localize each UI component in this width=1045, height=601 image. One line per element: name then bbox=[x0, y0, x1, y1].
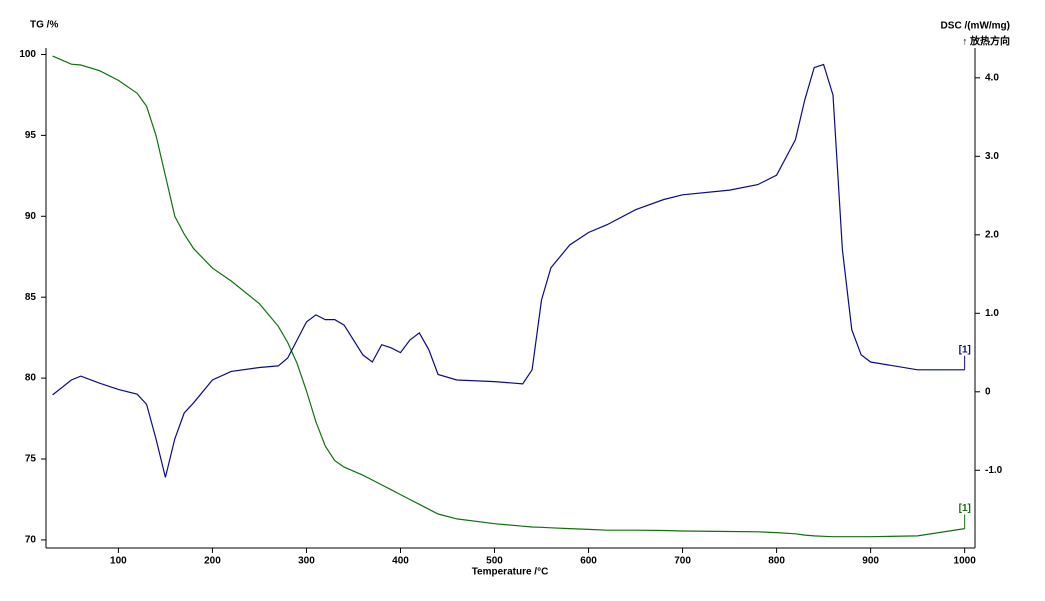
y-axis-title: TG /% bbox=[30, 20, 58, 31]
x-axis-title: Temperature /°C bbox=[472, 567, 549, 578]
x-tick-label: 200 bbox=[204, 556, 221, 567]
x-tick-label: 400 bbox=[392, 556, 409, 567]
y2-tick-label: 4.0 bbox=[985, 72, 999, 83]
y-tick-label: 70 bbox=[25, 535, 37, 546]
x-tick-label: 800 bbox=[768, 556, 785, 567]
y2-tick-label: 3.0 bbox=[985, 151, 999, 162]
y-tick-label: 95 bbox=[25, 130, 37, 141]
x-tick-label: 500 bbox=[486, 556, 503, 567]
y-tick-label: 80 bbox=[25, 373, 37, 384]
y-tick-label: 100 bbox=[19, 49, 36, 60]
x-tick-label: 1000 bbox=[954, 556, 977, 567]
series-line bbox=[52, 55, 965, 538]
series-line bbox=[52, 63, 965, 478]
y2-tick-label: 1.0 bbox=[985, 308, 999, 319]
x-tick-label: 600 bbox=[580, 556, 597, 567]
y-tick-label: 90 bbox=[25, 211, 37, 222]
y-tick-label: 75 bbox=[25, 454, 37, 465]
y-tick-label: 85 bbox=[25, 292, 37, 303]
y2-tick-label: -1.0 bbox=[985, 465, 1003, 476]
x-tick-label: 700 bbox=[674, 556, 691, 567]
y2-axis-title: DSC /(mW/mg) bbox=[941, 21, 1010, 32]
y2-tick-label: 2.0 bbox=[985, 229, 999, 240]
x-tick-label: 900 bbox=[862, 556, 879, 567]
series-label: [1] bbox=[959, 344, 971, 355]
series-label: [1] bbox=[959, 503, 971, 514]
y2-tick-label: 0 bbox=[985, 386, 991, 397]
annotation: ↑ 放热方向 bbox=[962, 35, 1010, 48]
x-tick-label: 100 bbox=[110, 556, 127, 567]
x-tick-label: 300 bbox=[298, 556, 315, 567]
